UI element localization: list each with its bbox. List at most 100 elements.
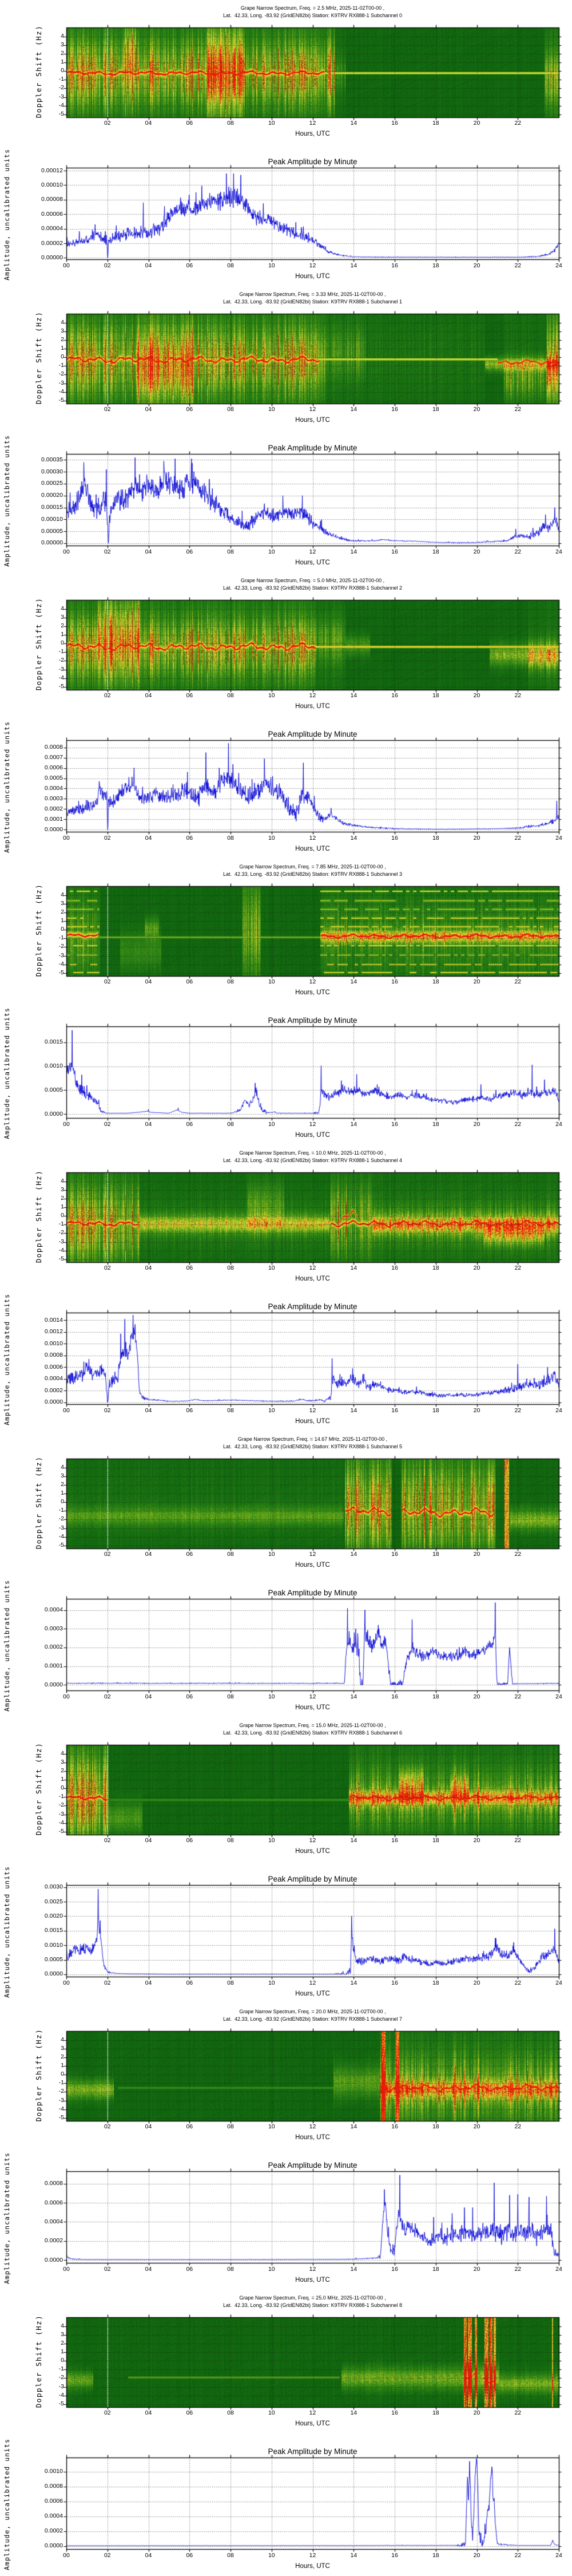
- x-tick-label: 10: [268, 835, 275, 841]
- y-tick-label: 3: [61, 899, 64, 907]
- y-tick-label: 0.0000: [44, 1970, 63, 1978]
- chart-title: Grape Narrow Spectrum, Freq. = 2.5 MHz, …: [240, 5, 385, 11]
- y-tick-label: -1: [58, 76, 64, 83]
- x-axis-label: Hours, UTC: [295, 989, 330, 996]
- x-tick-label: 18: [432, 2409, 439, 2416]
- y-tick-label: 2: [61, 336, 64, 343]
- y-tick-label: 4: [61, 605, 64, 612]
- line-chart-canvas: [0, 1574, 572, 1717]
- x-tick-label: 12: [309, 1837, 316, 1844]
- y-tick-label: 0.0025: [44, 1898, 63, 1905]
- x-tick-label: 16: [391, 1837, 398, 1844]
- y-tick-label: 0: [61, 926, 64, 933]
- y-axis-label: Amplitude, uncalibrated units: [3, 721, 11, 853]
- chart-subtitle: Lat. 42.33, Long. -83.92 (GridEN82bi) St…: [223, 2302, 403, 2308]
- x-tick-label: 04: [145, 1551, 152, 1558]
- x-tick-label: 10: [268, 262, 275, 269]
- x-axis-label: Hours, UTC: [295, 2277, 330, 2283]
- y-tick-label: -2: [58, 1229, 64, 1236]
- x-tick-label: 16: [391, 2409, 398, 2416]
- y-tick-label: 0.0002: [44, 2237, 63, 2245]
- y-tick-label: 4: [61, 1749, 64, 1757]
- x-tick-label: 18: [432, 1407, 439, 1414]
- x-tick-label: 12: [309, 692, 316, 699]
- x-tick-label: 14: [350, 1121, 357, 1128]
- y-tick-label: 0.0004: [44, 1606, 63, 1614]
- chart-title: Peak Amplitude by Minute: [268, 444, 357, 452]
- x-tick-label: 14: [350, 1980, 357, 1986]
- spectrogram-canvas: [0, 859, 572, 1002]
- x-tick-label: 14: [350, 1265, 357, 1271]
- x-tick-label: 16: [391, 1121, 398, 1128]
- x-tick-label: 02: [104, 1407, 111, 1414]
- x-tick-label: 00: [63, 1121, 70, 1128]
- x-tick-label: 10: [268, 2552, 275, 2559]
- x-tick-label: 10: [268, 1551, 275, 1558]
- x-tick-label: 12: [309, 2552, 316, 2559]
- y-tick-label: 0.0006: [44, 1363, 63, 1370]
- spectrogram-canvas: [0, 2290, 572, 2433]
- spectrogram-canvas: [0, 1431, 572, 1574]
- y-tick-label: -4: [58, 1532, 64, 1540]
- x-tick-label: 22: [514, 835, 522, 841]
- x-tick-label: 20: [473, 1980, 480, 1986]
- y-tick-label: 0.0002: [44, 1643, 63, 1651]
- amplitude-section: Peak Amplitude by Minute Amplitude, uncal…: [0, 2433, 572, 2576]
- x-tick-label: 10: [268, 978, 275, 985]
- chart-subtitle: Lat. 42.33, Long. -83.92 (GridEN82bi) St…: [223, 299, 403, 305]
- x-tick-label: 20: [473, 2552, 480, 2559]
- x-tick-label: 14: [350, 2123, 357, 2130]
- y-tick-label: 0.0001: [44, 815, 63, 823]
- x-tick-label: 12: [309, 548, 316, 555]
- x-tick-label: 02: [104, 978, 111, 985]
- y-tick-label: 3: [61, 41, 64, 48]
- y-tick-label: -2: [58, 370, 64, 378]
- line-chart-canvas: [0, 2433, 572, 2576]
- x-tick-label: 14: [350, 406, 357, 413]
- x-tick-label: 24: [555, 548, 562, 555]
- y-tick-label: 2: [61, 50, 64, 57]
- y-tick-label: 0.0000: [44, 1681, 63, 1688]
- x-tick-label: 16: [391, 835, 398, 841]
- y-tick-label: 2: [61, 1481, 64, 1488]
- chart-title: Grape Narrow Spectrum, Freq. = 10.0 MHz,…: [239, 1150, 386, 1156]
- chart-title: Grape Narrow Spectrum, Freq. = 3.33 MHz,…: [239, 291, 386, 297]
- x-tick-label: 06: [186, 2123, 193, 2130]
- amplitude-section: Peak Amplitude by Minute Amplitude, uncal…: [0, 1288, 572, 1431]
- x-tick-label: 10: [268, 1407, 275, 1414]
- x-tick-label: 20: [473, 1551, 480, 1558]
- x-tick-label: 02: [104, 1121, 111, 1128]
- x-tick-label: 02: [104, 548, 111, 555]
- y-tick-label: -3: [58, 1238, 64, 1245]
- amplitude-section: Peak Amplitude by Minute Amplitude, uncal…: [0, 716, 572, 859]
- y-axis-label: Amplitude, uncalibrated units: [3, 1008, 11, 1139]
- y-tick-label: -5: [58, 682, 64, 690]
- x-tick-label: 02: [104, 1551, 111, 1558]
- y-tick-label: -5: [58, 396, 64, 404]
- x-tick-label: 18: [432, 2266, 439, 2273]
- y-tick-label: 0.00002: [41, 239, 63, 247]
- x-tick-label: 16: [391, 1693, 398, 1700]
- x-tick-label: 12: [309, 262, 316, 269]
- y-tick-label: 0.0002: [44, 2527, 63, 2535]
- x-tick-label: 08: [227, 835, 234, 841]
- y-tick-label: 3: [61, 327, 64, 334]
- spectrogram-canvas: [0, 1717, 572, 1860]
- x-tick-label: 12: [309, 1551, 316, 1558]
- y-tick-label: 0.0000: [44, 1398, 63, 1406]
- y-tick-label: 4: [61, 2036, 64, 2043]
- y-tick-label: 0.00035: [41, 456, 63, 463]
- x-tick-label: 12: [309, 1265, 316, 1271]
- x-axis-label: Hours, UTC: [295, 559, 330, 566]
- y-tick-label: 0.0008: [44, 1352, 63, 1359]
- x-tick-label: 00: [63, 2552, 70, 2559]
- chart-title: Grape Narrow Spectrum, Freq. = 5.0 MHz, …: [240, 578, 385, 583]
- y-tick-label: 1: [61, 1203, 64, 1211]
- y-tick-label: 0.0006: [44, 764, 63, 771]
- x-tick-label: 16: [391, 406, 398, 413]
- chart-title: Grape Narrow Spectrum, Freq. = 25.0 MHz,…: [239, 2295, 386, 2301]
- amplitude-section: Peak Amplitude by Minute Amplitude, uncal…: [0, 429, 572, 572]
- x-tick-label: 20: [473, 262, 480, 269]
- chart-subtitle: Lat. 42.33, Long. -83.92 (GridEN82bi) St…: [223, 1444, 403, 1449]
